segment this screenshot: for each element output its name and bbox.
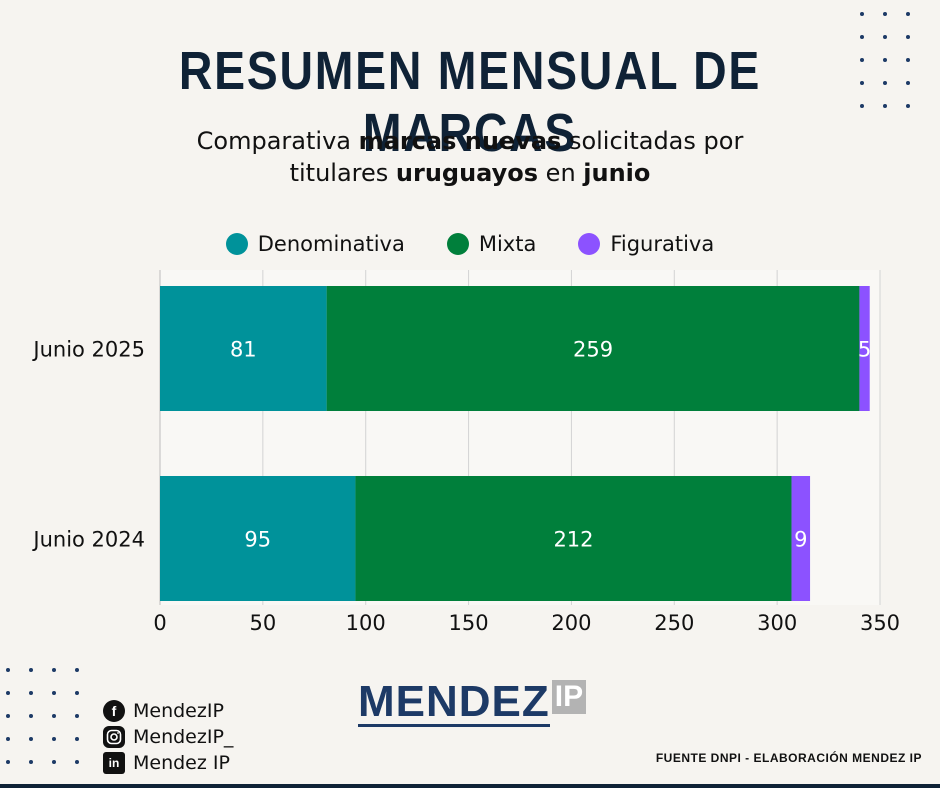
bar-segment-figurativa: [791, 476, 811, 601]
x-tick-label: 50: [249, 611, 276, 635]
decor-dot: [883, 58, 887, 62]
chart-subtitle: Comparativa marcas nuevas solicitadas po…: [196, 127, 744, 187]
decor-dot: [75, 737, 79, 741]
data-label: 259: [573, 338, 613, 362]
decor-dot: [860, 35, 864, 39]
legend-label-denominativa: Denominativa: [257, 232, 405, 256]
data-label: 9: [794, 528, 807, 552]
decor-dot: [906, 104, 910, 108]
legend-swatch-denominativa: [225, 233, 248, 255]
decor-dot: [29, 691, 33, 695]
legend-item-figurativa: Figurativa: [578, 232, 714, 256]
data-label: 81: [230, 338, 257, 362]
linkedin-handle: Mendez IP: [133, 752, 230, 774]
category-label: Junio 2024: [31, 528, 145, 552]
decor-dot: [906, 35, 910, 39]
data-label: 5: [858, 338, 871, 362]
decor-dot: [6, 691, 10, 695]
x-tick-label: 150: [449, 611, 489, 635]
decor-dot: [52, 760, 56, 764]
legend-item-mixta: Mixta: [446, 232, 537, 256]
bar-segment-mixta: [355, 476, 792, 601]
decor-dot: [75, 714, 79, 718]
bottom-rule: [0, 784, 940, 788]
decor-dot: [860, 12, 864, 16]
legend-label-mixta: Mixta: [478, 232, 537, 256]
decor-dot: [906, 12, 910, 16]
facebook-icon: f: [103, 700, 125, 722]
mendez-ip-logo: MENDEZ IP: [358, 677, 587, 727]
decor-dot: [52, 691, 56, 695]
social-links: f MendezIP MendezIP_ in Mendez IP: [103, 698, 233, 776]
decor-dot: [75, 668, 79, 672]
decor-dot: [906, 58, 910, 62]
decor-dot: [6, 737, 10, 741]
social-linkedin[interactable]: in Mendez IP: [103, 750, 233, 776]
decor-dot: [906, 81, 910, 85]
decor-dot: [860, 104, 864, 108]
social-facebook[interactable]: f MendezIP: [103, 698, 233, 724]
decor-dot: [883, 81, 887, 85]
data-label: 212: [553, 528, 593, 552]
bar-segment-denominativa: [160, 286, 327, 411]
x-tick-label: 0: [153, 611, 166, 635]
data-label: 95: [244, 528, 271, 552]
x-tick-label: 350: [860, 611, 900, 635]
decor-dot: [29, 737, 33, 741]
legend-item-denominativa: Denominativa: [225, 232, 405, 256]
facebook-handle: MendezIP: [133, 700, 224, 722]
legend-swatch-figurativa: [578, 233, 601, 255]
logo-text: MENDEZ: [358, 677, 550, 727]
decor-dot: [75, 691, 79, 695]
decor-dot: [52, 714, 56, 718]
decor-dot: [883, 35, 887, 39]
legend-label-figurativa: Figurativa: [610, 232, 715, 256]
decor-dot: [52, 737, 56, 741]
instagram-icon: [103, 726, 125, 748]
legend-swatch-mixta: [446, 233, 469, 255]
bar-segment-mixta: [326, 286, 860, 411]
logo-ip-badge: IP: [551, 680, 587, 714]
decor-dot: [860, 81, 864, 85]
decor-dot: [29, 714, 33, 718]
decor-dot: [29, 760, 33, 764]
source-note: FUENTE DNPI - ELABORACIÓN MENDEZ IP: [655, 751, 922, 765]
page-title: RESUMEN MENSUAL DE MARCAS: [178, 41, 762, 163]
category-label: Junio 2025: [31, 338, 145, 362]
decor-dot: [883, 12, 887, 16]
social-instagram[interactable]: MendezIP_: [103, 724, 233, 750]
x-tick-label: 100: [346, 611, 386, 635]
x-tick-label: 250: [654, 611, 694, 635]
chart-legend: Denominativa Mixta Figurativa: [0, 232, 940, 256]
bar-segment-denominativa: [160, 476, 356, 601]
decorative-dots-bottom-left: [6, 668, 86, 778]
decor-dot: [52, 668, 56, 672]
linkedin-icon: in: [103, 752, 125, 774]
decor-dot: [6, 714, 10, 718]
decor-dot: [6, 760, 10, 764]
decor-dot: [860, 58, 864, 62]
x-tick-label: 200: [551, 611, 591, 635]
bar-segment-figurativa: [859, 286, 870, 411]
decor-dot: [75, 760, 79, 764]
decor-dot: [883, 104, 887, 108]
decorative-dots-top-right: [860, 12, 920, 122]
instagram-handle: MendezIP_: [133, 726, 234, 748]
decor-dot: [6, 668, 10, 672]
x-tick-label: 300: [757, 611, 797, 635]
stacked-bar-chart: 0 50 100 150 200 250 300 350 81 259 5 Junio 2025 95 2…: [31, 270, 900, 635]
decor-dot: [29, 668, 33, 672]
